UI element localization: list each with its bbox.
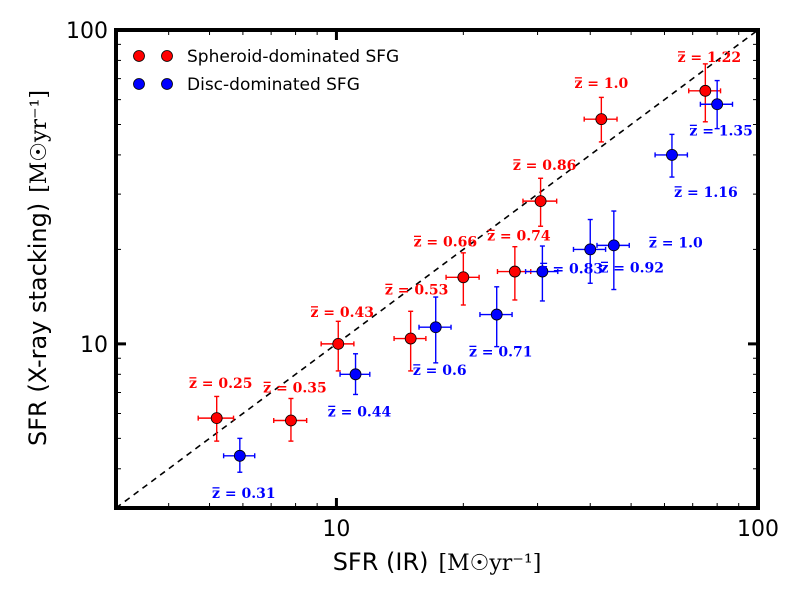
y-axis-label: SFR (X-ray stacking) [M☉yr⁻¹] <box>24 90 52 446</box>
point-label: z̅ = 0.71 <box>469 345 533 361</box>
point-label: z̅ = 0.86 <box>513 158 577 174</box>
data-point <box>490 308 503 321</box>
data-point <box>404 332 417 345</box>
point-label: z̅ = 0.83 <box>540 262 604 278</box>
data-point <box>536 265 549 278</box>
data-point <box>429 321 442 334</box>
legend: Spheroid-dominated SFG Disc-dominated SFG <box>133 47 399 95</box>
data-point <box>584 243 597 256</box>
point-label: z̅ = 0.53 <box>385 283 449 299</box>
point-label: z̅ = 0.92 <box>600 260 664 276</box>
point-label: z̅ = 0.25 <box>189 376 253 392</box>
data-point <box>607 239 620 252</box>
point-label: z̅ = 0.66 <box>414 234 478 250</box>
data-point <box>534 195 547 208</box>
x-axis-label: SFR (IR) [M☉yr⁻¹] <box>333 548 542 576</box>
data-point <box>233 449 246 462</box>
point-label: z̅ = 1.16 <box>674 185 738 201</box>
chart-marks <box>115 29 759 509</box>
data-point <box>699 84 712 97</box>
legend-label: Disc-dominated SFG <box>187 75 360 95</box>
point-label: z̅ = 0.31 <box>212 486 276 502</box>
point-label: z̅ = 0.6 <box>413 363 467 379</box>
point-label: z̅ = 0.74 <box>487 229 551 245</box>
y-axis-unit: [M☉yr⁻¹] <box>27 90 52 193</box>
plot-frame <box>114 28 760 510</box>
point-label: z̅ = 1.35 <box>689 123 753 139</box>
point-labels: z̅ = 0.25 z̅ = 0.35 z̅ = 0.43 z̅ = 0.53 z̅ =… <box>189 50 753 502</box>
x-axis-unit: [M☉yr⁻¹] <box>439 551 542 576</box>
point-label: z̅ = 0.43 <box>310 305 374 321</box>
legend-marker <box>161 78 173 90</box>
one-to-one-line <box>115 29 759 509</box>
data-point <box>210 412 223 425</box>
data-point <box>595 113 608 126</box>
point-label: z̅ = 1.0 <box>574 76 628 92</box>
x-tick-label: 100 <box>737 517 779 542</box>
legend-label: Spheroid-dominated SFG <box>187 47 399 67</box>
point-label: z̅ = 1.22 <box>678 50 742 66</box>
axis-ticks: 10 100 10 100 <box>66 19 779 542</box>
point-label: z̅ = 1.0 <box>649 235 703 251</box>
x-tick-label: 10 <box>322 517 350 542</box>
point-label: z̅ = 0.35 <box>263 381 327 397</box>
legend-marker <box>133 50 145 62</box>
x-axis-title: SFR (IR) <box>333 548 429 576</box>
data-point <box>285 414 297 427</box>
data-point <box>508 265 521 278</box>
point-label: z̅ = 0.44 <box>328 404 392 420</box>
data-point <box>349 368 362 381</box>
legend-marker <box>161 50 173 62</box>
y-tick-label: 100 <box>66 19 108 44</box>
legend-marker <box>133 78 145 90</box>
data-point <box>457 271 470 284</box>
y-axis-title: SFR (X-ray stacking) <box>24 203 52 446</box>
y-tick-label: 10 <box>80 333 108 358</box>
data-point <box>666 149 678 161</box>
data-point <box>711 98 724 111</box>
data-point <box>332 337 345 350</box>
